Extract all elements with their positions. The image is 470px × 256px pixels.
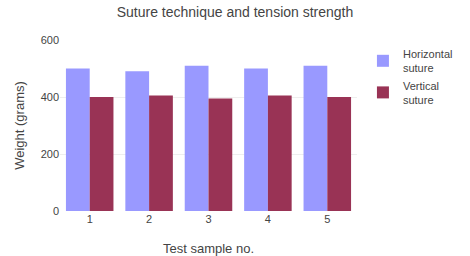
svg-text:600: 600 (41, 34, 59, 46)
svg-text:3: 3 (205, 213, 211, 225)
svg-text:400: 400 (41, 91, 59, 103)
svg-text:Weight (grams): Weight (grams) (12, 81, 27, 170)
svg-text:5: 5 (324, 213, 330, 225)
svg-text:Horizontalsuture: Horizontalsuture (403, 48, 453, 74)
svg-text:Suture technique and tension s: Suture technique and tension strength (117, 4, 354, 20)
svg-text:200: 200 (41, 148, 59, 160)
svg-text:2: 2 (146, 213, 152, 225)
svg-text:Test sample no.: Test sample no. (163, 241, 254, 256)
svg-text:4: 4 (265, 213, 271, 225)
svg-text:Verticalsuture: Verticalsuture (403, 80, 439, 106)
svg-text:1: 1 (87, 213, 93, 225)
svg-text:0: 0 (53, 205, 59, 217)
